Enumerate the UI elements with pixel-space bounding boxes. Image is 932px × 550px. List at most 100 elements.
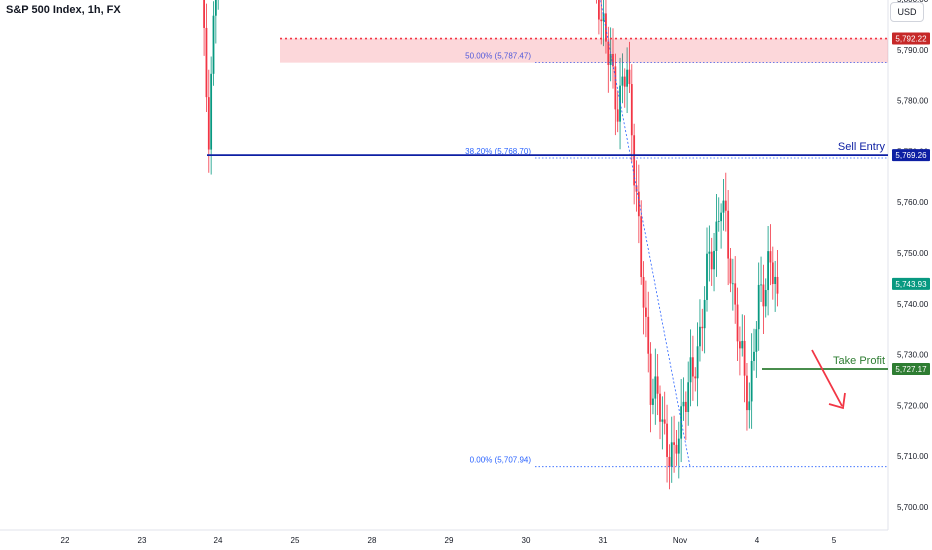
- x-tick-label: 25: [291, 536, 300, 545]
- candle-body: [630, 84, 633, 136]
- take-profit-label: Take Profit: [833, 355, 885, 367]
- resistance-price-tag: 5,792.22: [895, 35, 927, 44]
- candle-body: [210, 73, 213, 150]
- candle-body: [708, 251, 711, 254]
- candle-body: [635, 185, 638, 192]
- candle-body: [640, 216, 643, 278]
- x-tick-label: 28: [368, 536, 377, 545]
- candle-body: [673, 442, 675, 445]
- candle-body: [776, 276, 779, 294]
- candle-body: [607, 41, 610, 65]
- candle-body: [774, 276, 777, 285]
- candle-body: [612, 53, 614, 67]
- sell-entry-label: Sell Entry: [838, 141, 886, 153]
- y-tick-label: 5,740.00: [897, 300, 929, 309]
- candle-body: [682, 401, 685, 407]
- candle-body: [214, 0, 217, 16]
- candle-body: [647, 316, 650, 354]
- candle-body: [762, 284, 765, 307]
- candle-body: [642, 277, 645, 308]
- y-tick-label: 5,800.00: [897, 0, 929, 4]
- candle-body: [628, 69, 631, 85]
- y-tick-label: 5,730.00: [897, 351, 929, 360]
- candle-body: [703, 299, 706, 329]
- candle-body: [212, 15, 215, 74]
- candle-body: [663, 419, 666, 424]
- candle-body: [727, 210, 730, 259]
- candle-body: [729, 258, 732, 284]
- candle-body: [623, 76, 626, 87]
- candle-body: [699, 326, 701, 347]
- x-tick-label: 31: [599, 536, 608, 545]
- candle-body: [750, 360, 753, 402]
- fib-level-label: 50.00% (5,787.47): [465, 52, 531, 61]
- candle-body: [652, 398, 654, 405]
- candle-body: [724, 200, 727, 211]
- x-tick-label: 24: [214, 536, 223, 545]
- candle-body: [757, 284, 760, 330]
- candle-body: [675, 444, 678, 454]
- down-arrow-icon: [828, 392, 846, 410]
- candle-body: [637, 191, 640, 217]
- candle-body: [771, 262, 774, 285]
- candle-body: [746, 375, 748, 411]
- y-tick-label: 5,790.00: [897, 46, 929, 55]
- candle-body: [670, 442, 673, 467]
- y-tick-label: 5,710.00: [897, 452, 929, 461]
- y-tick-label: 5,780.00: [897, 97, 929, 106]
- candle-body: [600, 19, 603, 22]
- candle-body: [717, 221, 720, 222]
- candle-body: [753, 351, 755, 361]
- candle-body: [748, 401, 751, 411]
- candle-body: [649, 353, 652, 405]
- sell-entry-price-tag: 5,769.26: [895, 151, 927, 160]
- candle-body: [767, 251, 769, 291]
- candle-body: [755, 329, 758, 352]
- candle-body: [677, 438, 680, 454]
- fib-level-label: 38.20% (5,768.70): [465, 147, 531, 156]
- candle-body: [734, 283, 737, 305]
- candle-body: [696, 346, 699, 379]
- currency-button[interactable]: USD: [890, 2, 924, 22]
- candle-body: [205, 27, 208, 98]
- candle-body: [614, 66, 617, 110]
- take-profit-price-tag-bg: [892, 362, 930, 375]
- candle-body: [710, 251, 713, 270]
- candle-body: [609, 53, 612, 65]
- candle-body: [687, 382, 690, 412]
- x-tick-label: 5: [832, 536, 837, 545]
- candle-body: [633, 135, 636, 186]
- last-price-tag-bg: [892, 277, 930, 290]
- candle-body: [743, 340, 746, 376]
- y-tick-label: 5,700.00: [897, 503, 929, 512]
- candle-body: [659, 393, 661, 422]
- x-tick-label: 22: [61, 536, 70, 545]
- candle-body: [661, 419, 664, 422]
- candle-body: [706, 253, 708, 300]
- fib-level-label: 0.00% (5,707.94): [470, 456, 532, 465]
- candle-body: [616, 109, 619, 122]
- candle-body: [736, 304, 739, 342]
- candle-body: [203, 0, 205, 28]
- candle-body: [769, 251, 772, 263]
- candle-body: [701, 326, 704, 329]
- candle-body: [720, 212, 722, 222]
- y-tick-label: 5,760.00: [897, 198, 929, 207]
- take-profit-price-tag: 5,727.17: [895, 365, 927, 374]
- candle-body: [715, 221, 718, 251]
- candle-body: [684, 401, 687, 412]
- arrow-shaft: [811, 349, 843, 407]
- candle-body: [764, 290, 767, 307]
- resistance-price-tag-bg: [892, 32, 930, 45]
- candle-body: [621, 76, 624, 86]
- candle-body: [605, 13, 607, 42]
- candle-body: [656, 376, 659, 394]
- candle-body: [760, 284, 762, 286]
- candle-body: [207, 97, 210, 150]
- candle-body: [654, 376, 657, 399]
- x-tick-label: 4: [755, 536, 760, 545]
- last-price-tag: 5,743.93: [895, 280, 927, 289]
- candle-body: [666, 423, 668, 457]
- candle-body: [692, 357, 694, 377]
